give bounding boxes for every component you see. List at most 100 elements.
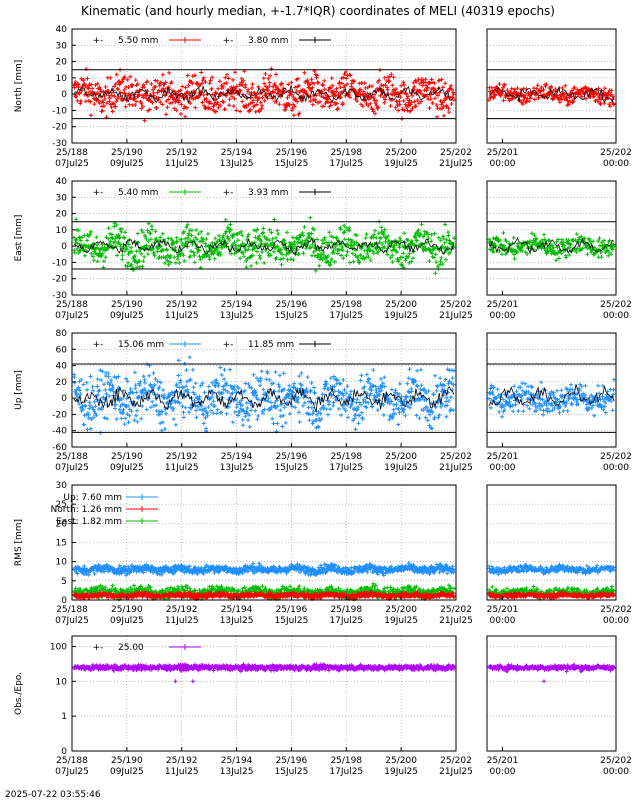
series-hourly-median-line: [73, 386, 455, 413]
legend-label: Up: 7.60 mm: [63, 493, 122, 503]
x-tick-label-date: 17Jul25: [329, 159, 363, 169]
plot-frame: [486, 28, 617, 144]
legend-label: East: 1.82 mm: [56, 517, 122, 527]
x-tick-label-date: 07Jul25: [55, 463, 89, 473]
y-tick-label: -20: [52, 275, 67, 285]
y-tick-label: 10: [56, 558, 68, 568]
x-tick-label-date: 19Jul25: [384, 159, 418, 169]
x-tick-label-date: 11Jul25: [165, 463, 199, 473]
y-tick-label: -30: [52, 139, 67, 149]
series-north-marks: [487, 589, 616, 601]
y-tick-label: 0: [61, 242, 67, 252]
x-tick-label-date: 21Jul25: [439, 311, 473, 321]
x-tick-label-doy: 25/202: [440, 756, 472, 766]
y-tick-label: 10: [56, 74, 68, 84]
x-tick-label-doy: 25/192: [166, 756, 198, 766]
x-tick-label-doy: 25/196: [276, 452, 308, 462]
x-tick-label-date: 19Jul25: [384, 311, 418, 321]
plot-frame: [71, 635, 457, 752]
y-tick-label: 30: [56, 41, 68, 51]
x-tick-label-date: 09Jul25: [110, 159, 144, 169]
x-tick-label-doy: 25/200: [385, 452, 417, 462]
x-tick-label-date: 00:00: [490, 767, 516, 777]
x-tick-label-doy: 25/202: [440, 148, 472, 158]
x-tick-label-date: 17Jul25: [329, 463, 363, 473]
legend-marker: +-: [93, 643, 104, 653]
x-tick-label-doy: 25/190: [111, 452, 143, 462]
series-obs-marks: [72, 662, 456, 684]
x-tick-label-doy: 25/201: [487, 756, 519, 766]
x-tick-label-doy: 25/198: [330, 605, 362, 615]
x-tick-label-date: 15Jul25: [275, 616, 309, 626]
x-tick-label-doy: 25/201: [487, 605, 519, 615]
y-tick-label: 100: [50, 642, 67, 652]
y-axis-label: RMS [mm]: [14, 519, 24, 566]
x-tick-label-doy: 25/202: [600, 148, 632, 158]
x-tick-label-doy: 25/198: [330, 300, 362, 310]
y-tick-label: 0: [61, 596, 67, 606]
legend-marker: +-: [93, 188, 104, 198]
x-tick-label-doy: 25/192: [166, 605, 198, 615]
series-north-marks: [72, 590, 456, 601]
x-tick-label-date: 17Jul25: [329, 767, 363, 777]
panel-north: -30 -20 -10 0 10 20 30 40 North [mm] 25/18807Jul2…: [14, 25, 632, 169]
x-tick-label-doy: 25/196: [276, 756, 308, 766]
x-tick-label-doy: 25/188: [56, 300, 88, 310]
x-tick-label-doy: 25/188: [56, 148, 88, 158]
y-tick-label: -20: [52, 123, 67, 133]
y-tick-label: 40: [56, 177, 68, 187]
plot-frame: [71, 332, 457, 448]
plot-frame: [486, 635, 617, 752]
x-tick-label-date: 09Jul25: [110, 767, 144, 777]
x-tick-label-doy: 25/202: [440, 605, 472, 615]
x-tick-label-date: 19Jul25: [384, 463, 418, 473]
y-tick-label: 0: [61, 90, 67, 100]
y-axis-label: North [mm]: [14, 60, 24, 113]
x-tick-label-date: 13Jul25: [220, 463, 254, 473]
series-up-marks: [72, 561, 456, 578]
x-tick-label-doy: 25/201: [487, 452, 519, 462]
x-tick-label-doy: 25/190: [111, 756, 143, 766]
x-tick-label-doy: 25/188: [56, 756, 88, 766]
y-tick-label: 10: [56, 677, 68, 687]
legend-label: North: 1.26 mm: [51, 505, 123, 515]
legend-label: 5.50 mm: [118, 36, 158, 46]
x-tick-label-doy: 25/192: [166, 148, 198, 158]
x-tick-label-date: 17Jul25: [329, 311, 363, 321]
x-tick-label-date: 21Jul25: [439, 767, 473, 777]
y-tick-label: -10: [52, 258, 67, 268]
x-tick-label-date: 09Jul25: [110, 463, 144, 473]
y-tick-label: 20: [56, 210, 68, 220]
plot-frame: [71, 180, 457, 296]
x-tick-label-doy: 25/202: [600, 300, 632, 310]
series-up-marks: [72, 355, 456, 435]
y-tick-label: -20: [52, 410, 67, 420]
x-tick-label-date: 09Jul25: [110, 311, 144, 321]
y-tick-label: 30: [56, 193, 68, 203]
y-tick-label: -30: [52, 291, 67, 301]
y-tick-label: 80: [56, 329, 68, 339]
x-tick-label-doy: 25/201: [487, 148, 519, 158]
x-tick-label-date: 11Jul25: [165, 767, 199, 777]
x-tick-label-date: 07Jul25: [55, 767, 89, 777]
x-tick-label-date: 00:00: [603, 463, 629, 473]
x-tick-label-date: 13Jul25: [220, 311, 254, 321]
legend-marker: +-: [223, 340, 234, 350]
x-tick-label-date: 21Jul25: [439, 463, 473, 473]
y-axis-label: Obs./Epo.: [14, 672, 24, 715]
x-tick-label-doy: 25/200: [385, 605, 417, 615]
y-tick-label: 1: [61, 712, 67, 722]
x-tick-label-doy: 25/196: [276, 605, 308, 615]
x-tick-label-date: 00:00: [490, 463, 516, 473]
plot-frame: [486, 484, 617, 601]
legend-label: 11.85 mm: [248, 340, 294, 350]
x-tick-label-doy: 25/190: [111, 148, 143, 158]
x-tick-label-doy: 25/202: [600, 756, 632, 766]
x-tick-label-doy: 25/196: [276, 300, 308, 310]
x-tick-label-doy: 25/202: [440, 452, 472, 462]
x-tick-label-date: 11Jul25: [165, 616, 199, 626]
x-tick-label-doy: 25/192: [166, 300, 198, 310]
chart-title: Kinematic (and hourly median, +-1.7*IQR)…: [81, 4, 555, 18]
